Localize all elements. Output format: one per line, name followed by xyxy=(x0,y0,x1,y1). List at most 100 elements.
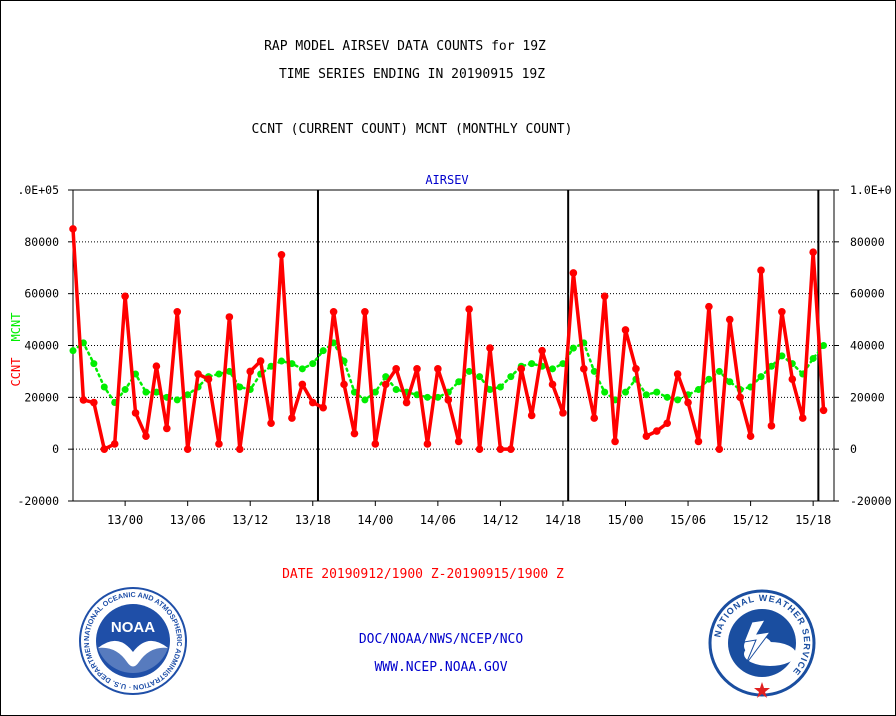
point-ccnt xyxy=(673,370,682,378)
point-mcnt xyxy=(371,388,379,396)
point-ccnt xyxy=(298,380,307,389)
point-ccnt xyxy=(705,302,713,311)
x-tick-label: 14/12 xyxy=(482,513,518,527)
series-line-ccnt xyxy=(71,228,826,451)
point-mcnt xyxy=(653,388,661,396)
y-tick-label-right: 60000 xyxy=(850,287,885,301)
point-ccnt xyxy=(235,445,244,453)
point-mcnt xyxy=(715,367,723,375)
point-ccnt xyxy=(173,308,182,316)
y-tick-label-left: -20000 xyxy=(17,494,59,508)
point-ccnt xyxy=(600,292,609,301)
point-mcnt xyxy=(726,378,734,386)
x-tick-label: 14/06 xyxy=(420,513,456,527)
point-mcnt xyxy=(173,396,181,404)
point-mcnt xyxy=(184,391,192,399)
point-ccnt xyxy=(632,365,640,373)
point-mcnt xyxy=(121,386,129,394)
y-tick-label-right: 20000 xyxy=(850,390,885,404)
y-tick-label-right: 0 xyxy=(850,442,857,456)
point-ccnt xyxy=(580,365,588,373)
point-mcnt xyxy=(215,370,223,378)
point-mcnt xyxy=(590,367,598,375)
point-mcnt xyxy=(361,396,369,404)
point-ccnt xyxy=(434,365,442,373)
point-mcnt xyxy=(392,386,400,394)
point-mcnt xyxy=(559,360,567,368)
point-ccnt xyxy=(392,365,400,373)
point-ccnt xyxy=(361,308,369,316)
url-line: WWW.NCEP.NOAA.GOV xyxy=(374,660,507,675)
point-mcnt xyxy=(549,365,557,373)
point-ccnt xyxy=(684,398,692,407)
point-ccnt xyxy=(798,414,807,422)
point-ccnt xyxy=(121,292,129,301)
point-ccnt xyxy=(267,419,275,428)
point-ccnt xyxy=(809,248,817,256)
point-ccnt xyxy=(350,429,359,438)
point-ccnt xyxy=(788,375,797,383)
point-mcnt xyxy=(309,360,317,368)
point-ccnt xyxy=(69,225,77,233)
point-mcnt xyxy=(820,342,828,349)
point-ccnt xyxy=(329,308,338,316)
y-tick-label-right: 1.0E+0 xyxy=(850,183,892,197)
point-ccnt xyxy=(142,432,150,441)
point-ccnt xyxy=(152,362,161,371)
point-mcnt xyxy=(298,365,306,373)
y-tick-label-left: .0E+05 xyxy=(17,183,59,197)
point-mcnt xyxy=(423,393,431,401)
point-mcnt xyxy=(622,388,630,396)
y-axis-label-group: CCNT MCNT xyxy=(9,313,23,387)
x-tick-label: 15/12 xyxy=(733,513,769,527)
point-mcnt xyxy=(767,362,775,370)
point-ccnt xyxy=(757,266,765,275)
series-layer xyxy=(69,225,828,453)
point-ccnt xyxy=(163,424,171,433)
point-ccnt xyxy=(725,315,734,324)
y-tick-label-left: 0 xyxy=(52,442,59,456)
point-mcnt xyxy=(100,383,108,391)
point-mcnt xyxy=(236,383,244,391)
x-tick-label: 14/18 xyxy=(545,513,581,527)
point-ccnt xyxy=(340,380,348,389)
x-tick-label: 14/00 xyxy=(357,513,393,527)
x-tick-label: 15/00 xyxy=(607,513,643,527)
point-ccnt xyxy=(288,414,296,422)
point-ccnt xyxy=(642,432,651,441)
axis-labels: -20000 -20000 0 0 20000 20000 40000 40000 60000 6… xyxy=(17,183,891,527)
y-tick-label-left: 80000 xyxy=(24,235,59,249)
point-mcnt xyxy=(694,386,702,394)
chart-title-line1: RAP MODEL AIRSEV DATA COUNTS for 19Z xyxy=(264,39,546,54)
point-ccnt xyxy=(715,445,724,453)
y-axis-label-mcnt: MCNT xyxy=(9,313,23,342)
point-mcnt xyxy=(663,393,671,401)
point-ccnt xyxy=(90,398,98,407)
point-mcnt xyxy=(434,393,442,401)
point-mcnt xyxy=(142,388,150,396)
point-ccnt xyxy=(652,427,661,435)
x-tick-label: 13/06 xyxy=(170,513,206,527)
noaa-logo-lower-half-icon xyxy=(98,647,168,673)
x-tick-label: 13/18 xyxy=(295,513,331,527)
point-ccnt xyxy=(548,380,557,389)
point-ccnt xyxy=(559,409,567,417)
point-mcnt xyxy=(465,367,473,375)
point-ccnt xyxy=(256,357,265,365)
point-ccnt xyxy=(538,346,546,355)
point-ccnt xyxy=(590,414,599,422)
point-mcnt xyxy=(601,388,609,396)
y-tick-label-right: 40000 xyxy=(850,339,885,353)
chart-subtitle: CCNT (CURRENT COUNT) MCNT (MONTHLY COUNT… xyxy=(252,122,573,137)
y-tick-label-right: 80000 xyxy=(850,235,885,249)
point-mcnt xyxy=(809,354,817,362)
point-ccnt xyxy=(308,398,317,407)
point-mcnt xyxy=(496,383,504,391)
point-ccnt xyxy=(465,305,473,314)
point-ccnt xyxy=(100,445,109,453)
org-line: DOC/NOAA/NWS/NCEP/NCO xyxy=(359,632,524,647)
nws-logo: NATIONAL WEATHER SERVICE xyxy=(708,589,816,698)
point-mcnt xyxy=(757,373,765,381)
chart-title-line2: TIME SERIES ENDING IN 20190915 19Z xyxy=(279,67,545,82)
point-mcnt xyxy=(476,373,484,381)
